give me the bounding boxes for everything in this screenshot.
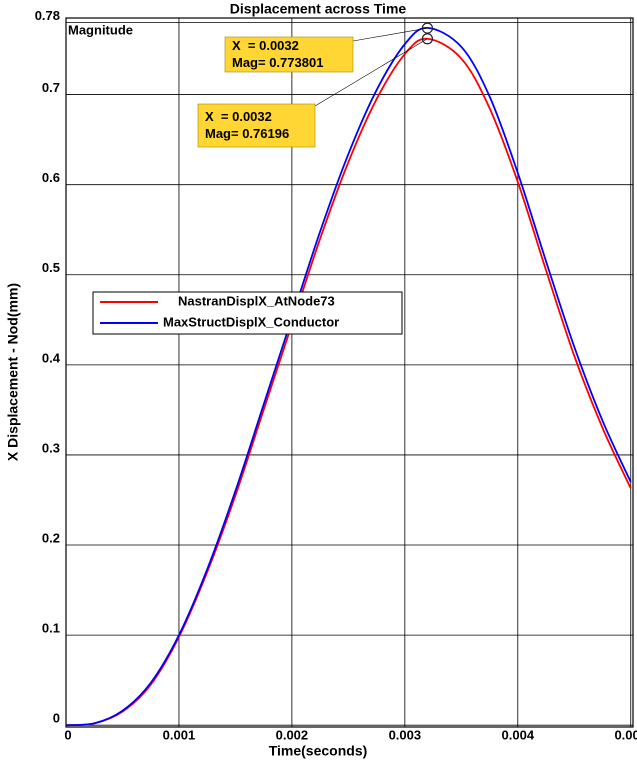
legend-label: MaxStructDisplX_Conductor xyxy=(163,314,339,329)
x-tick-label: 0.001 xyxy=(163,727,196,742)
annotation-box xyxy=(224,36,354,73)
y-tick-label: 0.2 xyxy=(42,530,60,545)
annotation-marker xyxy=(421,22,434,34)
annotation-text: Mag= 0.76196 xyxy=(205,126,289,141)
annotation-text: X = 0.0032 xyxy=(205,109,272,124)
chart-title: Displacement across Time xyxy=(230,1,407,17)
y-tick-label: 0.7 xyxy=(42,80,60,95)
y-tick-label: 0.3 xyxy=(42,440,60,455)
x-tick-label: 0.003 xyxy=(389,727,422,742)
data-line xyxy=(65,27,632,727)
y-tick-label: 0.6 xyxy=(42,170,60,185)
y-axis-label: X Displacement - Nod(mm) xyxy=(5,283,21,461)
annotation-leader xyxy=(314,38,428,107)
annotation-text: Mag= 0.773801 xyxy=(232,55,323,70)
x-tick-label: 0.005 xyxy=(614,727,637,742)
y-tick-label: 0.1 xyxy=(42,621,60,636)
y-tick-label: 0.5 xyxy=(42,260,60,275)
x-tick-label: 0.002 xyxy=(276,727,309,742)
y-tick-label: 0.78 xyxy=(35,8,60,23)
annotation-marker xyxy=(421,33,434,45)
annotation-leader xyxy=(352,27,428,42)
y-tick-label: 0 xyxy=(53,711,60,726)
annotation-text: X = 0.0032 xyxy=(232,38,299,53)
x-tick-label: 0 xyxy=(64,727,71,742)
x-tick-label: 0.004 xyxy=(502,727,535,742)
legend-label: NastranDisplX_AtNode73 xyxy=(178,293,335,308)
plot-frame xyxy=(65,17,634,728)
subtitle: Magnitude xyxy=(68,22,133,37)
annotation-box xyxy=(197,103,316,148)
legend-box xyxy=(92,291,403,335)
x-axis-label: Time(seconds) xyxy=(269,743,368,759)
y-tick-label: 0.4 xyxy=(42,350,61,365)
data-line xyxy=(65,37,632,727)
